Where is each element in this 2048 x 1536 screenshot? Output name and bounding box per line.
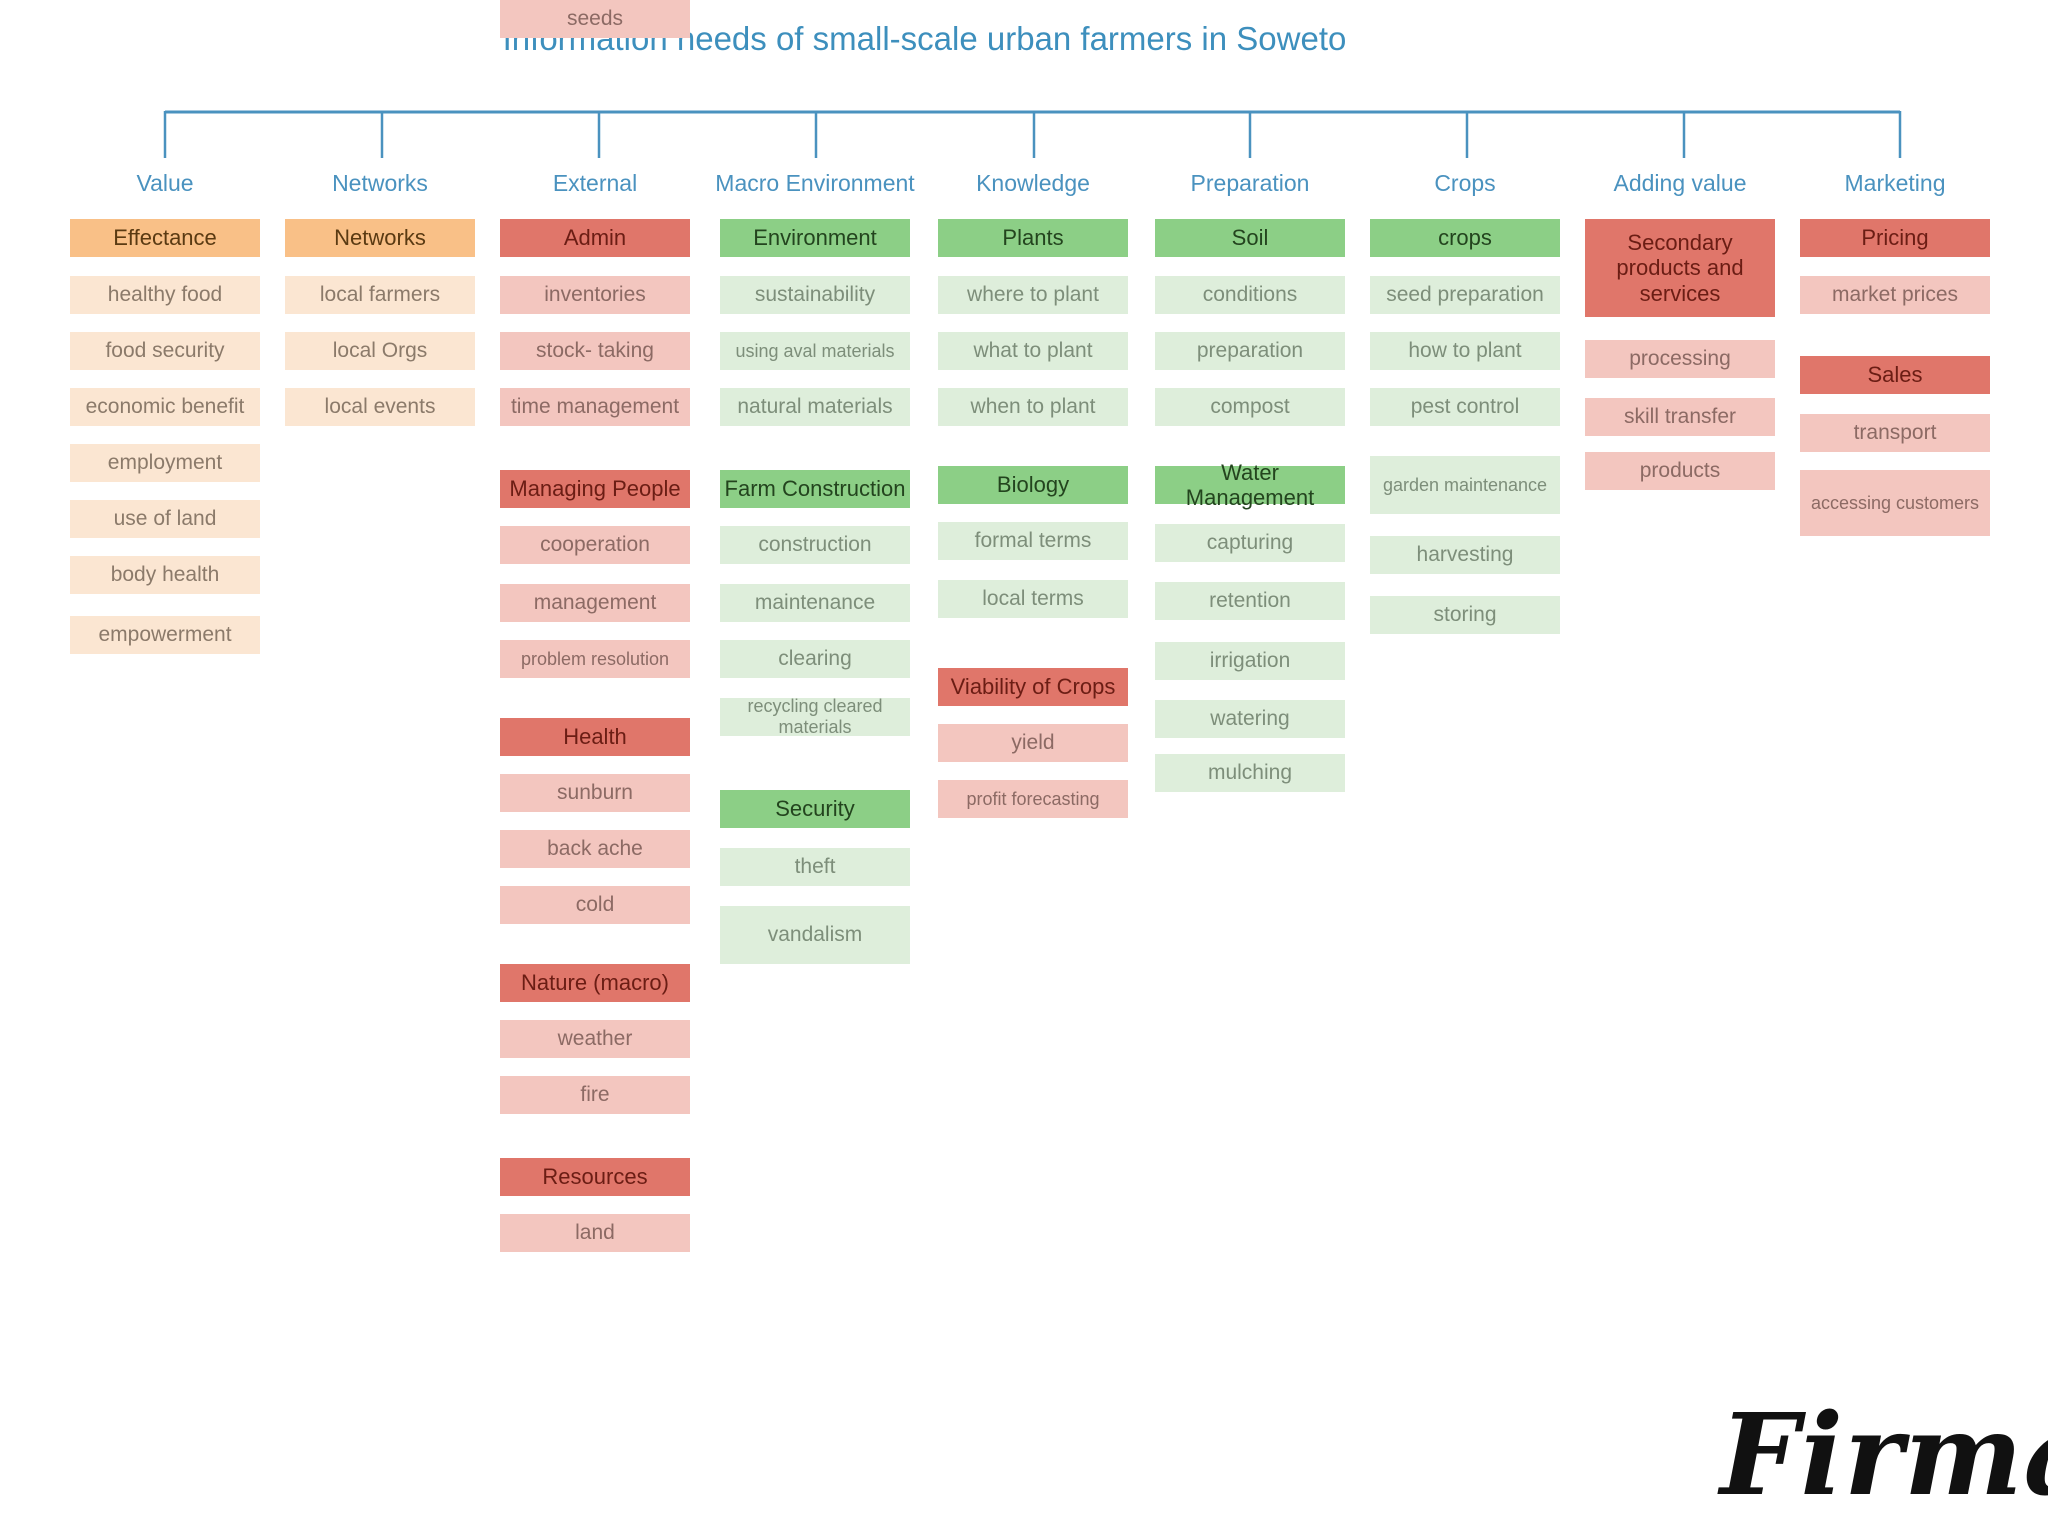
group-item: use of land [70, 500, 260, 538]
group-item: local events [285, 388, 475, 426]
group-heading: Soil [1155, 219, 1345, 257]
category-label: Networks [332, 170, 428, 196]
category-label: External [552, 170, 638, 196]
group-heading: Water Management [1155, 460, 1345, 510]
group-item: seed preparation [1370, 276, 1560, 314]
group-heading: crops [1370, 219, 1560, 257]
group-item: irrigation [1155, 642, 1345, 680]
group-item: employment [70, 444, 260, 482]
group-item: pest control [1370, 388, 1560, 426]
group-item: inventories [500, 276, 690, 314]
group-item: retention [1155, 582, 1345, 620]
category-label: Knowledge [976, 170, 1090, 196]
group-heading: Plants [938, 219, 1128, 257]
group-heading: Managing People [500, 470, 690, 508]
tree-connector [163, 110, 1902, 158]
group-item: empowerment [70, 616, 260, 654]
group-item: fire [500, 1076, 690, 1114]
group-item: weather [500, 1020, 690, 1058]
group-item: management [500, 584, 690, 622]
group-item: processing [1585, 340, 1775, 378]
group-item: natural materials [720, 388, 910, 426]
group-item: market prices [1800, 276, 1990, 314]
group-heading: Effectance [70, 219, 260, 257]
group-item: back ache [500, 830, 690, 868]
group-item: storing [1370, 596, 1560, 634]
group-item: garden maintenance [1370, 456, 1560, 514]
category-label: Value [136, 170, 194, 196]
group-item: cold [500, 886, 690, 924]
group-item: conditions [1155, 276, 1345, 314]
group-item: economic benefit [70, 388, 260, 426]
group-item: when to plant [938, 388, 1128, 426]
group-item: clearing [720, 640, 910, 678]
group-item: local Orgs [285, 332, 475, 370]
category-label: Marketing [1844, 170, 1946, 196]
category-label: Crops [1434, 170, 1496, 196]
group-heading: Environment [720, 219, 910, 257]
group-item: theft [720, 848, 910, 886]
group-item: using aval materials [720, 332, 910, 370]
group-item: where to plant [938, 276, 1128, 314]
group-item: watering [1155, 700, 1345, 738]
group-item: skill transfer [1585, 398, 1775, 436]
group-item: how to plant [1370, 332, 1560, 370]
group-item: products [1585, 452, 1775, 490]
category-label: Macro Environment [715, 170, 915, 196]
group-item: compost [1155, 388, 1345, 426]
group-item: recycling cleared materials [720, 696, 910, 737]
group-item: local terms [938, 580, 1128, 618]
group-item: seeds [500, 0, 690, 38]
group-item: healthy food [70, 276, 260, 314]
group-item: time management [500, 388, 690, 426]
group-heading: Biology [938, 466, 1128, 504]
group-item: food security [70, 332, 260, 370]
group-heading: Admin [500, 219, 690, 257]
group-item: cooperation [500, 526, 690, 564]
group-item: sunburn [500, 774, 690, 812]
group-item: formal terms [938, 522, 1128, 560]
category-label: Preparation [1190, 170, 1310, 196]
group-item: preparation [1155, 332, 1345, 370]
group-heading: Secondary products and services [1585, 219, 1775, 317]
firma-logo: Firma [1720, 1390, 2048, 1521]
group-item: stock- taking [500, 332, 690, 370]
group-item: vandalism [720, 906, 910, 964]
group-heading: Sales [1800, 356, 1990, 394]
group-item: local farmers [285, 276, 475, 314]
group-item: maintenance [720, 584, 910, 622]
group-heading: Security [720, 790, 910, 828]
group-item: land [500, 1214, 690, 1252]
group-heading: Health [500, 718, 690, 756]
category-label: Adding value [1613, 170, 1747, 196]
group-heading: Nature (macro) [500, 964, 690, 1002]
group-heading: Pricing [1800, 219, 1990, 257]
group-heading: Networks [285, 219, 475, 257]
group-item: capturing [1155, 524, 1345, 562]
group-item: harvesting [1370, 536, 1560, 574]
group-item: transport [1800, 414, 1990, 452]
group-item: body health [70, 556, 260, 594]
group-heading: Viability of Crops [938, 668, 1128, 706]
group-item: sustainability [720, 276, 910, 314]
group-heading: Farm Construction [720, 470, 910, 508]
group-item: problem resolution [500, 640, 690, 678]
group-item: accessing customers [1800, 470, 1990, 536]
group-item: construction [720, 526, 910, 564]
group-item: yield [938, 724, 1128, 762]
group-item: profit forecasting [938, 780, 1128, 818]
group-heading: Resources [500, 1158, 690, 1196]
group-item: mulching [1155, 754, 1345, 792]
group-item: what to plant [938, 332, 1128, 370]
